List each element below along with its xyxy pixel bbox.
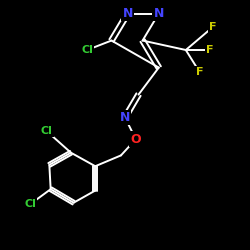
Text: F: F [206,45,214,55]
Text: Cl: Cl [81,45,93,55]
Text: F: F [196,66,203,76]
Text: N: N [122,7,133,20]
Text: N: N [154,7,164,20]
Text: Cl: Cl [24,199,36,209]
Text: O: O [130,133,141,146]
Text: N: N [120,111,130,124]
Text: Cl: Cl [41,126,52,136]
Text: F: F [209,22,216,32]
